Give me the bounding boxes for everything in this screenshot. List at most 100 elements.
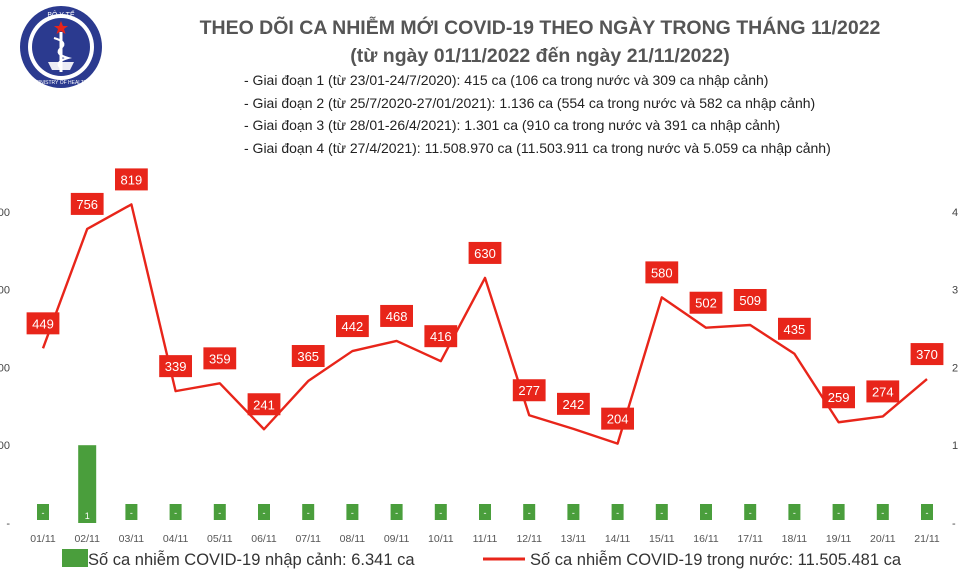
bar — [78, 445, 97, 523]
line-value-label-box — [822, 386, 855, 409]
logo-top-text: BỘ Y TẾ — [47, 9, 75, 19]
bar-zero-marker — [434, 504, 447, 520]
x-axis-tick-label: 03/11 — [119, 533, 145, 545]
x-axis-tick-label: 19/11 — [826, 533, 852, 545]
line-value-label-box — [424, 325, 458, 348]
bar-zero-marker — [258, 504, 270, 520]
bar-value-label: - — [130, 508, 133, 518]
x-axis-tick-label: 07/11 — [295, 533, 321, 545]
line-value-label: 819 — [121, 172, 143, 187]
line-value-label-box — [336, 315, 369, 338]
left-axis-tick-label: 200 — [0, 440, 10, 452]
x-axis-tick-label: 06/11 — [251, 533, 277, 545]
bar-value-label: - — [42, 508, 45, 518]
x-axis-tick-label: 05/11 — [207, 533, 233, 545]
x-axis-tick-label: 02/11 — [74, 533, 100, 545]
bar-zero-marker — [125, 504, 138, 520]
bar-value-label: - — [351, 508, 354, 518]
bar-zero-marker — [700, 504, 712, 520]
bar-zero-marker — [390, 504, 403, 520]
right-axis-tick-label: 1 — [952, 440, 958, 452]
bar-value-label: - — [263, 508, 266, 518]
chart-subtitle: (từ ngày 01/11/2022 đến ngày 21/11/2022) — [350, 45, 730, 67]
x-axis-tick-label: 09/11 — [384, 533, 410, 545]
line-value-label: 435 — [784, 322, 806, 337]
legend-label-bar: Số ca nhiễm COVID-19 nhập cảnh: 6.341 ca — [88, 550, 415, 569]
x-axis-tick-label: 18/11 — [782, 533, 808, 545]
line-value-label-box — [778, 317, 811, 340]
line-value-label-box — [468, 241, 502, 264]
bar-value-label: - — [926, 508, 929, 518]
ministry-of-health-logo: BỘ Y TẾ MINISTRY OF HEALTH — [20, 6, 102, 88]
bar-value-label: - — [793, 508, 796, 518]
line-value-label: 756 — [76, 197, 98, 212]
x-axis-tick-label: 14/11 — [605, 533, 631, 545]
line-value-label-box — [512, 379, 546, 402]
bar-zero-marker — [832, 504, 845, 520]
bar-zero-marker — [921, 504, 933, 520]
bar-zero-marker — [346, 504, 359, 520]
x-axis-tick-label: 15/11 — [649, 533, 675, 545]
bar-zero-marker — [523, 504, 536, 520]
bar-zero-marker — [655, 504, 668, 520]
x-axis-tick-label: 08/11 — [340, 533, 366, 545]
phase-note: - Giai đoạn 2 (từ 25/7/2020-27/01/2021):… — [244, 94, 816, 111]
bar-value-label: - — [484, 508, 487, 518]
x-axis-tick-label: 04/11 — [163, 533, 189, 545]
left-axis-tick-label: - — [6, 518, 10, 530]
line-value-label: 370 — [916, 347, 938, 362]
left-axis-tick-label: 800 — [0, 207, 10, 219]
bar-value-label: - — [837, 508, 840, 518]
x-axis-tick-label: 12/11 — [516, 533, 542, 545]
legend-swatch-bar — [62, 549, 88, 567]
bar-value-label: - — [218, 508, 221, 518]
bar-zero-marker — [788, 504, 801, 520]
bar-value-label: - — [395, 508, 398, 518]
bar-value-label: - — [705, 508, 708, 518]
line-value-label: 509 — [739, 293, 761, 308]
x-axis-tick-label: 01/11 — [30, 533, 56, 545]
bar-value-label: 1 — [85, 511, 90, 521]
right-axis-tick-label: 2 — [952, 362, 958, 374]
left-axis-tick-label: 600 — [0, 285, 10, 297]
bar-value-label: - — [439, 508, 442, 518]
bar-value-label: - — [528, 508, 531, 518]
line-value-label: 442 — [342, 319, 364, 334]
line-value-label: 259 — [828, 390, 850, 405]
bar-value-label: - — [572, 508, 575, 518]
line-value-label: 359 — [209, 351, 231, 366]
line-value-label: 277 — [518, 383, 540, 398]
line-value-label-box — [70, 192, 104, 215]
line-value-label: 339 — [165, 359, 187, 374]
line-value-label: 365 — [297, 349, 319, 364]
line-value-label-box — [910, 343, 944, 366]
phase-note: - Giai đoạn 3 (từ 28/01-26/4/2021): 1.30… — [244, 117, 781, 133]
phase-note: - Giai đoạn 1 (từ 23/01-24/7/2020): 415 … — [244, 72, 769, 88]
line-value-label-box — [380, 304, 413, 327]
line-value-label: 242 — [563, 397, 585, 412]
right-axis-tick-label: 3 — [952, 285, 958, 297]
line-value-label: 630 — [474, 246, 496, 261]
legend-label-line: Số ca nhiễm COVID-19 trong nước: 11.505.… — [530, 550, 902, 569]
line-value-label-box — [115, 168, 148, 191]
bar-value-label: - — [616, 508, 619, 518]
bar-zero-marker — [567, 504, 580, 520]
line-value-label: 274 — [872, 384, 894, 399]
x-axis-tick-label: 11/11 — [473, 533, 498, 545]
line-value-label-box — [159, 355, 192, 378]
logo-bottom-text: MINISTRY OF HEALTH — [35, 80, 88, 86]
line-value-label: 241 — [253, 397, 275, 412]
line-value-label-box — [601, 407, 634, 430]
x-axis-tick-label: 17/11 — [737, 533, 763, 545]
chart-title: THEO DÕI CA NHIỄM MỚI COVID-19 THEO NGÀY… — [199, 17, 881, 39]
x-axis-tick-label: 10/11 — [428, 533, 454, 545]
bar-zero-marker — [744, 504, 757, 520]
line-value-label-box — [557, 392, 590, 415]
bar-zero-marker — [876, 504, 889, 520]
bar-value-label: - — [660, 508, 663, 518]
bar-value-label: - — [307, 508, 310, 518]
x-axis-tick-label: 20/11 — [870, 533, 896, 545]
line-value-label: 580 — [651, 265, 673, 280]
bar-zero-marker — [302, 504, 315, 520]
